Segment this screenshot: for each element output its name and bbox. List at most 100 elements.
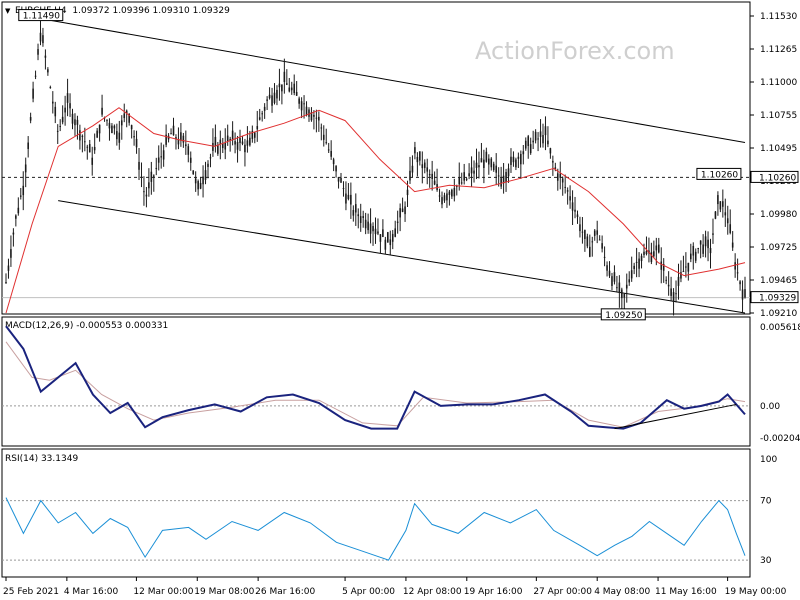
candle-body — [303, 103, 305, 105]
candle-body — [438, 195, 441, 197]
candle-body — [226, 135, 229, 142]
candle-body — [677, 276, 680, 286]
candle-body — [492, 163, 495, 170]
candle-body — [42, 35, 44, 44]
candle-body — [549, 148, 552, 154]
candle-body — [177, 138, 180, 145]
candle-body — [554, 167, 557, 169]
candle-body — [524, 140, 527, 149]
x-tick-label: 12 Mar 00:00 — [133, 587, 193, 597]
candle-body — [451, 189, 453, 197]
candle-body — [690, 253, 692, 260]
candle-body — [374, 228, 377, 235]
candle-body — [61, 116, 64, 123]
candle-body — [204, 170, 207, 180]
candle-body — [56, 130, 59, 132]
candle-body — [91, 157, 94, 165]
candle-body — [84, 141, 86, 143]
candle-body — [150, 171, 153, 182]
dropdown-arrow-icon[interactable]: ▼ — [5, 7, 11, 15]
candle-body — [332, 159, 335, 165]
x-tick-label: 19 Apr 16:00 — [464, 587, 523, 597]
candle-body — [552, 160, 554, 163]
candle-body — [685, 266, 687, 268]
candle-body — [207, 163, 209, 167]
candle-body — [298, 98, 300, 104]
moving-average-line — [5, 107, 746, 314]
candle-body — [258, 117, 261, 120]
candle-body — [116, 131, 118, 140]
price-y-tick-label: 1.09465 — [760, 276, 797, 286]
candle-body — [342, 188, 345, 190]
candle-body — [24, 164, 27, 173]
candle-body — [123, 113, 126, 119]
candle-body — [448, 191, 451, 195]
candle-body — [22, 185, 25, 196]
candle-body — [165, 134, 167, 145]
price-panel-title: EURCHF,H4 1.09372 1.09396 1.09310 1.0932… — [15, 6, 230, 16]
candle-body — [574, 209, 576, 212]
candle-body — [224, 142, 227, 150]
candle-body — [160, 156, 162, 158]
x-tick-label: 19 Mar 08:00 — [194, 587, 254, 597]
candle-body — [473, 170, 475, 174]
candle-body — [310, 112, 313, 121]
candle-body — [423, 162, 426, 168]
price-y-tick-label: 1.11265 — [760, 45, 797, 55]
price-y-tick-label: 1.11530 — [760, 12, 797, 22]
candle-body — [566, 190, 569, 192]
candle-body — [162, 150, 165, 160]
channel-upper-line — [40, 18, 746, 144]
candle-body — [731, 242, 734, 248]
macd-main-line — [5, 325, 746, 430]
candle-body — [724, 212, 727, 216]
candle-body — [640, 255, 643, 262]
current-price-box — [750, 291, 799, 304]
price-panel — [1, 1, 751, 315]
candle-body — [59, 125, 61, 127]
candle-body — [643, 251, 645, 255]
candle-body — [539, 131, 542, 137]
candle-body — [544, 126, 547, 136]
candle-body — [702, 244, 704, 254]
candle-body — [54, 106, 57, 117]
candle-body — [736, 272, 739, 274]
candle-body — [734, 262, 736, 270]
candle-body — [101, 107, 103, 115]
candle-body — [411, 165, 414, 173]
annotation-text: 1.11490 — [23, 12, 60, 22]
price-y-tick-label: 1.11000 — [760, 78, 797, 88]
candle-body — [556, 173, 559, 181]
candle-body — [722, 201, 724, 207]
candle-body — [532, 140, 534, 143]
candle-body — [591, 241, 594, 243]
candle-body — [665, 279, 667, 281]
candle-body — [214, 136, 217, 147]
candle-body — [293, 83, 296, 93]
candle-body — [143, 191, 145, 193]
candle-body — [209, 157, 212, 159]
x-tick-label: 5 Apr 00:00 — [342, 587, 395, 597]
candle-body — [98, 124, 101, 134]
candle-body — [682, 271, 685, 273]
candle-body — [29, 117, 32, 121]
candle-body — [431, 173, 433, 180]
candle-body — [421, 164, 424, 169]
candle-body — [44, 55, 47, 58]
candle-body — [96, 130, 98, 138]
rsi-line — [5, 497, 746, 561]
candle-body — [66, 93, 69, 103]
candle-body — [655, 245, 658, 251]
annotation-text: 1.09250 — [605, 311, 642, 321]
candle-body — [330, 150, 332, 157]
candle-body — [670, 288, 672, 296]
candle-body — [709, 248, 712, 254]
candle-body — [564, 186, 566, 188]
candle-body — [189, 157, 192, 163]
candle-body — [571, 202, 574, 211]
candle-body — [382, 229, 384, 237]
candle-body — [633, 265, 635, 269]
macd-title: MACD(12,26,9) -0.000553 0.000331 — [5, 321, 168, 331]
candle-body — [470, 167, 473, 174]
